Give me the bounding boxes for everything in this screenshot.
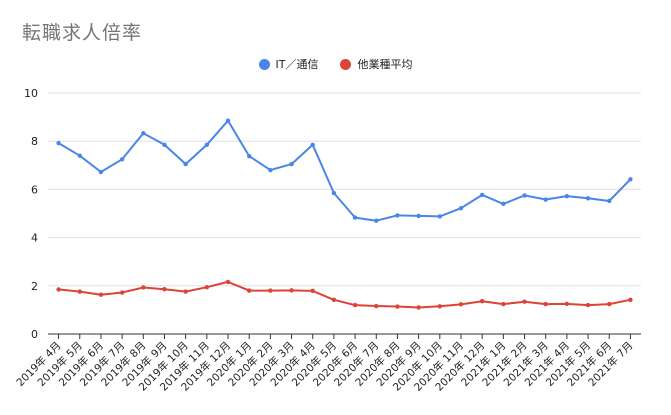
data-point-0	[395, 213, 400, 218]
data-point-0	[77, 153, 82, 158]
data-point-1	[628, 297, 633, 302]
data-point-1	[162, 286, 167, 292]
data-point-0	[501, 201, 506, 207]
legend: IT／通信 他業種平均	[0, 56, 671, 72]
data-point-0	[162, 142, 167, 148]
data-point-1	[479, 299, 485, 304]
data-point-1	[289, 288, 294, 293]
data-point-1	[183, 289, 188, 294]
y-tick-label: 4	[31, 232, 38, 245]
y-tick-label: 6	[31, 183, 38, 196]
data-point-1	[310, 288, 315, 294]
data-point-0	[246, 153, 252, 159]
data-point-0	[331, 190, 337, 196]
legend-label-it: IT／通信	[275, 58, 319, 71]
series-line-1	[58, 280, 631, 309]
data-point-1	[268, 288, 273, 293]
data-point-0	[310, 142, 315, 148]
data-point-1	[564, 301, 570, 307]
data-point-0	[416, 213, 421, 219]
data-point-1	[374, 303, 379, 309]
legend-swatch-other	[340, 58, 352, 70]
data-point-1	[141, 285, 146, 290]
y-tick-label: 8	[31, 135, 38, 148]
data-point-0	[352, 215, 358, 220]
data-point-0	[607, 198, 612, 204]
data-point-0	[374, 218, 379, 223]
data-point-1	[119, 290, 125, 295]
legend-label-other: 他業種平均	[357, 58, 413, 71]
data-point-0	[119, 157, 125, 162]
y-tick-label: 10	[24, 87, 38, 100]
data-point-0	[564, 193, 570, 199]
data-point-1	[246, 288, 252, 293]
chart-title: 転職求人倍率	[22, 22, 143, 44]
data-point-0	[289, 161, 294, 167]
data-point-0	[225, 118, 231, 123]
data-point-1	[225, 279, 231, 285]
data-point-0	[268, 167, 273, 173]
data-point-1	[204, 285, 210, 290]
series-line-0	[58, 119, 632, 222]
data-point-1	[458, 302, 464, 307]
legend-entry-it[interactable]: IT／通信	[258, 56, 319, 72]
data-point-0	[437, 214, 443, 219]
data-point-0	[204, 142, 210, 148]
data-point-1	[522, 299, 527, 304]
data-point-1	[352, 302, 358, 308]
data-point-0	[479, 192, 485, 198]
y-tick-label: 2	[31, 280, 38, 293]
data-point-1	[543, 301, 548, 307]
data-point-0	[543, 197, 548, 202]
data-point-1	[77, 289, 82, 294]
data-point-1	[395, 304, 400, 309]
data-point-0	[141, 131, 146, 136]
data-point-1	[331, 297, 337, 302]
legend-swatch-it	[258, 58, 270, 70]
data-point-1	[56, 287, 61, 292]
data-point-1	[98, 292, 104, 297]
data-point-1	[437, 304, 443, 309]
data-point-1	[501, 301, 506, 307]
data-point-0	[98, 169, 104, 175]
data-point-0	[458, 205, 464, 211]
data-point-1	[585, 302, 591, 308]
data-point-0	[183, 161, 188, 167]
data-point-0	[628, 177, 633, 182]
data-point-0	[56, 140, 61, 146]
data-point-0	[585, 196, 591, 201]
data-point-1	[416, 305, 421, 310]
y-tick-label: 0	[31, 328, 38, 341]
legend-entry-other[interactable]: 他業種平均	[340, 56, 412, 72]
data-point-1	[607, 301, 612, 307]
data-point-0	[522, 193, 527, 198]
